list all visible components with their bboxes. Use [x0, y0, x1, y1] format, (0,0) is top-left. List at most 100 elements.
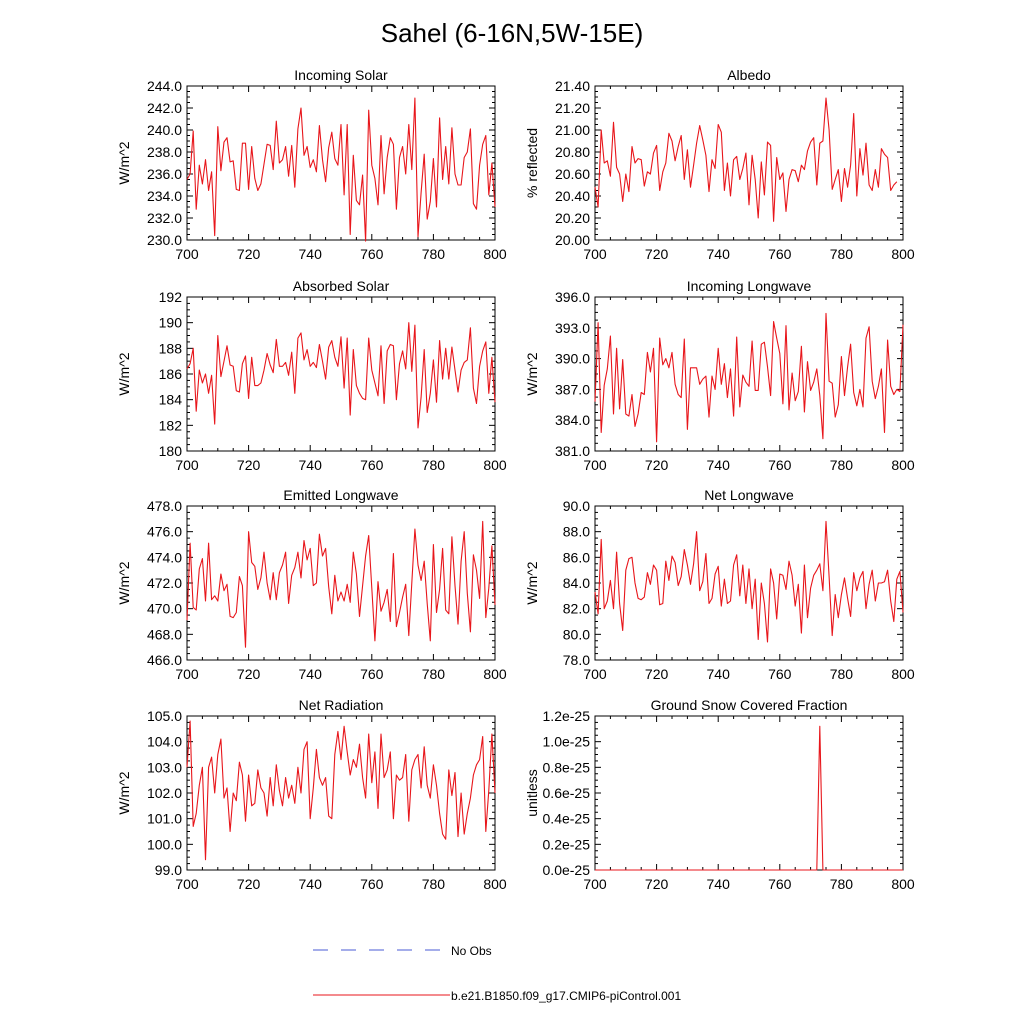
x-tick-label: 700	[175, 246, 199, 262]
x-tick-label: 800	[483, 457, 507, 473]
y-tick-label: 478.0	[147, 498, 182, 514]
plot-frame	[186, 505, 496, 661]
x-tick-label: 740	[707, 246, 731, 262]
y-tick-label: 468.0	[147, 626, 182, 642]
x-tick-label: 760	[768, 457, 792, 473]
y-tick-label: 90.0	[563, 498, 590, 514]
panel-1: Incoming Solar W/m^2 700 720 740 760 780 800 230…	[116, 67, 507, 262]
y-tick-label: 20.40	[555, 188, 590, 204]
y-tick-label: 104.0	[147, 734, 182, 750]
x-tick-label: 700	[175, 666, 199, 682]
y-tick-label: 102.0	[147, 785, 182, 801]
y-tick-label: 236.0	[147, 166, 182, 182]
panel-4: Incoming Longwave W/m^2 700 720 740 760 780 800…	[524, 278, 915, 473]
x-tick-label: 780	[422, 876, 446, 892]
legend-model-label: b.e21.B1850.f09_g17.CMIP6-piControl.001	[451, 989, 681, 1003]
x-tick-label: 720	[237, 246, 261, 262]
x-tick-label: 720	[237, 457, 261, 473]
panel-title: Albedo	[727, 67, 771, 83]
y-tick-label: 0.8e-25	[543, 759, 591, 775]
x-tick-label: 760	[360, 246, 384, 262]
y-tick-label: 0.0e-25	[543, 862, 591, 878]
series-line	[594, 312, 904, 443]
panel-6: Net Longwave W/m^2 700 720 740 760 780 800 78.0 8…	[524, 487, 915, 682]
panel-title: Incoming Longwave	[687, 278, 812, 294]
panel-title: Ground Snow Covered Fraction	[651, 697, 848, 713]
y-tick-label: 186	[159, 366, 183, 382]
x-tick-label: 700	[583, 246, 607, 262]
x-tick-label: 720	[645, 666, 669, 682]
y-tick-label: 100.0	[147, 836, 182, 852]
y-tick-label: 180	[159, 443, 183, 459]
y-tick-label: 21.40	[555, 78, 590, 94]
y-tick-label: 232.0	[147, 210, 182, 226]
figure-title: Sahel (6-16N,5W-15E)	[381, 18, 644, 48]
y-tick-label: 21.20	[555, 100, 590, 116]
y-tick-label: 472.0	[147, 575, 182, 591]
y-tick-label: 82.0	[563, 601, 590, 617]
series-line	[186, 720, 496, 861]
x-tick-label: 740	[299, 666, 323, 682]
x-tick-label: 740	[299, 876, 323, 892]
y-axis-label: W/m^2	[116, 771, 132, 814]
panel-title: Emitted Longwave	[283, 487, 398, 503]
y-axis-label: W/m^2	[116, 141, 132, 184]
y-tick-label: 393.0	[555, 320, 590, 336]
x-tick-label: 800	[891, 666, 915, 682]
series-line	[595, 725, 903, 871]
x-tick-label: 720	[645, 246, 669, 262]
x-tick-label: 780	[830, 457, 854, 473]
y-tick-label: 20.20	[555, 210, 590, 226]
y-tick-label: 86.0	[563, 549, 590, 565]
x-tick-label: 800	[483, 876, 507, 892]
y-tick-label: 182	[159, 417, 183, 433]
y-tick-label: 1.2e-25	[543, 708, 591, 724]
legend-obs-label: No Obs	[451, 944, 492, 958]
x-tick-label: 700	[583, 876, 607, 892]
y-axis-label: unitless	[524, 769, 540, 816]
y-tick-label: 21.00	[555, 122, 590, 138]
panel-title: Net Radiation	[299, 697, 384, 713]
y-axis-label: % reflected	[524, 128, 540, 198]
y-tick-label: 105.0	[147, 708, 182, 724]
panel-title: Absorbed Solar	[293, 278, 390, 294]
y-tick-label: 234.0	[147, 188, 182, 204]
y-tick-label: 20.00	[555, 232, 590, 248]
y-tick-label: 390.0	[555, 351, 590, 367]
y-tick-label: 0.2e-25	[543, 836, 591, 852]
x-tick-label: 740	[707, 876, 731, 892]
x-tick-label: 720	[237, 876, 261, 892]
x-tick-label: 760	[360, 457, 384, 473]
x-tick-label: 740	[707, 666, 731, 682]
y-tick-label: 80.0	[563, 626, 590, 642]
x-tick-label: 700	[583, 666, 607, 682]
y-axis-label: W/m^2	[524, 352, 540, 395]
panel-title: Net Longwave	[704, 487, 794, 503]
x-tick-label: 780	[830, 876, 854, 892]
y-axis-label: W/m^2	[116, 561, 132, 604]
series-line	[594, 520, 904, 643]
y-tick-label: 242.0	[147, 100, 182, 116]
y-tick-label: 99.0	[155, 862, 182, 878]
plot-frame	[594, 715, 904, 871]
y-tick-label: 238.0	[147, 144, 182, 160]
plot-frame	[594, 296, 904, 452]
panel-5: Emitted Longwave W/m^2 700 720 740 760 780 800 4…	[116, 487, 507, 682]
y-axis-label: W/m^2	[524, 561, 540, 604]
x-tick-label: 740	[299, 457, 323, 473]
series-line	[594, 97, 898, 222]
y-tick-label: 0.6e-25	[543, 785, 591, 801]
y-axis-label: W/m^2	[116, 352, 132, 395]
y-tick-label: 190	[159, 315, 183, 331]
x-tick-label: 800	[891, 876, 915, 892]
y-tick-label: 188	[159, 340, 183, 356]
y-tick-label: 103.0	[147, 759, 182, 775]
y-tick-label: 20.80	[555, 144, 590, 160]
panel-7: Net Radiation W/m^2 700 720 740 760 780 800 99.0…	[116, 697, 507, 892]
y-tick-label: 88.0	[563, 524, 590, 540]
y-tick-label: 476.0	[147, 524, 182, 540]
y-tick-label: 384.0	[555, 412, 590, 428]
series-line	[186, 97, 496, 242]
y-tick-label: 1.0e-25	[543, 734, 591, 750]
